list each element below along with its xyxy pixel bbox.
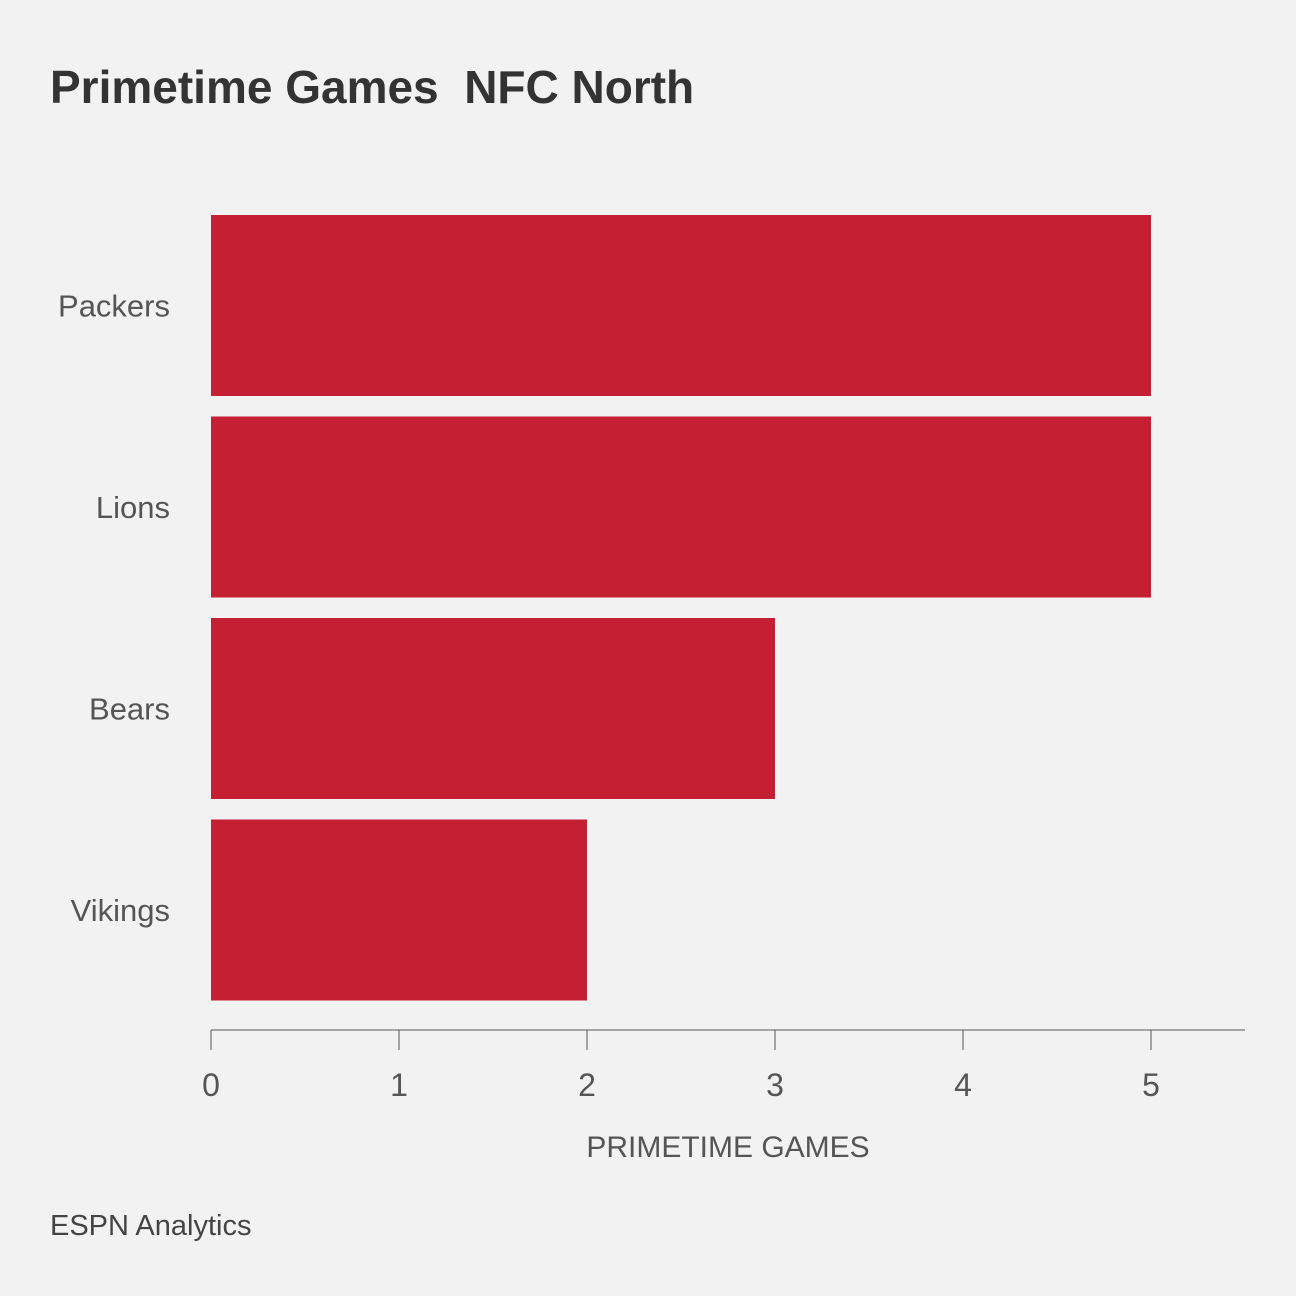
category-label-packers: Packers — [58, 289, 170, 324]
x-axis-title: PRIMETIME GAMES — [586, 1131, 869, 1164]
x-tick-label-1: 1 — [390, 1067, 408, 1103]
x-axis: 0 1 2 3 4 5 — [202, 1029, 1245, 1103]
x-tick-label-5: 5 — [1142, 1067, 1160, 1103]
bars-group — [211, 215, 1151, 1001]
x-tick-label-4: 4 — [954, 1067, 972, 1103]
category-label-lions: Lions — [96, 490, 170, 525]
category-label-vikings: Vikings — [71, 893, 170, 928]
x-tick-label-3: 3 — [766, 1067, 784, 1103]
category-labels: Packers Lions Bears Vikings — [58, 289, 170, 929]
category-label-bears: Bears — [89, 692, 170, 727]
bar-lions — [211, 416, 1151, 598]
bar-vikings — [211, 819, 587, 1001]
chart-title: Primetime Games NFC North — [50, 61, 695, 113]
bar-packers — [211, 215, 1151, 396]
x-tick-label-2: 2 — [578, 1067, 596, 1103]
x-tick-label-0: 0 — [202, 1067, 220, 1103]
bar-bears — [211, 618, 775, 799]
source-credit: ESPN Analytics — [50, 1210, 252, 1242]
